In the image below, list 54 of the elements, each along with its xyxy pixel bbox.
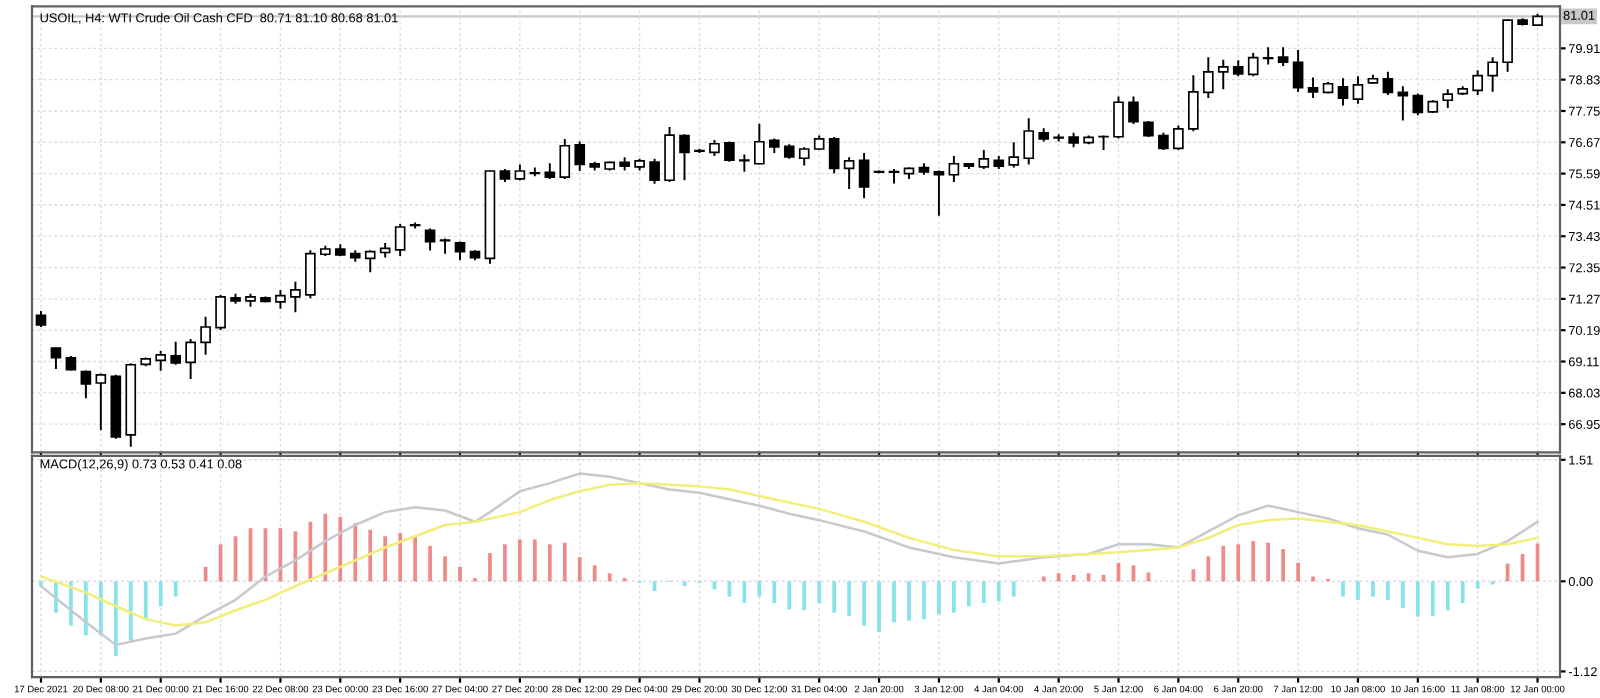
candlestick — [1202, 56, 1214, 99]
candlestick — [170, 340, 181, 366]
candlestick — [1382, 70, 1394, 96]
candlestick — [649, 157, 660, 185]
candlestick — [1113, 95, 1124, 140]
candlestick — [798, 146, 810, 167]
line-series — [39, 472, 1539, 647]
candlestick — [828, 136, 840, 175]
candlestick — [424, 227, 436, 252]
line-series — [39, 481, 1539, 627]
candlestick — [679, 133, 690, 182]
candlestick — [1188, 74, 1199, 133]
candlestick — [574, 140, 586, 172]
candlestick — [1472, 69, 1484, 96]
candlestick — [454, 240, 466, 262]
candlestick — [1442, 88, 1454, 110]
candlestick — [933, 169, 945, 217]
candlestick — [843, 156, 855, 190]
candlestick — [1307, 76, 1319, 99]
candlestick — [155, 350, 167, 372]
candlestick — [305, 249, 316, 300]
candlestick — [1337, 77, 1349, 107]
candlestick — [724, 140, 735, 163]
candlestick — [1277, 46, 1289, 67]
candlestick — [1292, 49, 1304, 94]
candlestick — [200, 315, 211, 356]
candlestick — [1352, 75, 1364, 105]
candlestick — [1128, 95, 1139, 125]
candlestick — [978, 149, 990, 170]
candlestick — [664, 125, 675, 183]
candlestick — [1247, 52, 1259, 78]
candlestick — [559, 138, 571, 181]
candlestick — [95, 372, 107, 432]
candlestick — [948, 154, 960, 183]
candlestick — [1412, 92, 1424, 117]
candlestick — [275, 288, 286, 310]
candlestick — [439, 237, 451, 255]
candlestick — [80, 369, 92, 400]
candlestick — [1008, 141, 1020, 169]
candlestick — [215, 294, 226, 331]
candlestick — [290, 280, 301, 314]
candlestick — [858, 152, 870, 200]
candlestick — [754, 122, 765, 166]
candlestick — [1217, 58, 1229, 91]
candlestick — [1487, 56, 1498, 93]
candlestick — [50, 346, 62, 371]
candlestick — [394, 223, 406, 257]
candlestick — [364, 249, 376, 274]
candlestick — [1502, 18, 1513, 73]
candlestick — [1023, 117, 1035, 166]
candlestick — [739, 153, 750, 173]
candlestick — [1262, 46, 1274, 66]
candlestick — [185, 337, 196, 380]
candlestick — [1173, 124, 1184, 152]
